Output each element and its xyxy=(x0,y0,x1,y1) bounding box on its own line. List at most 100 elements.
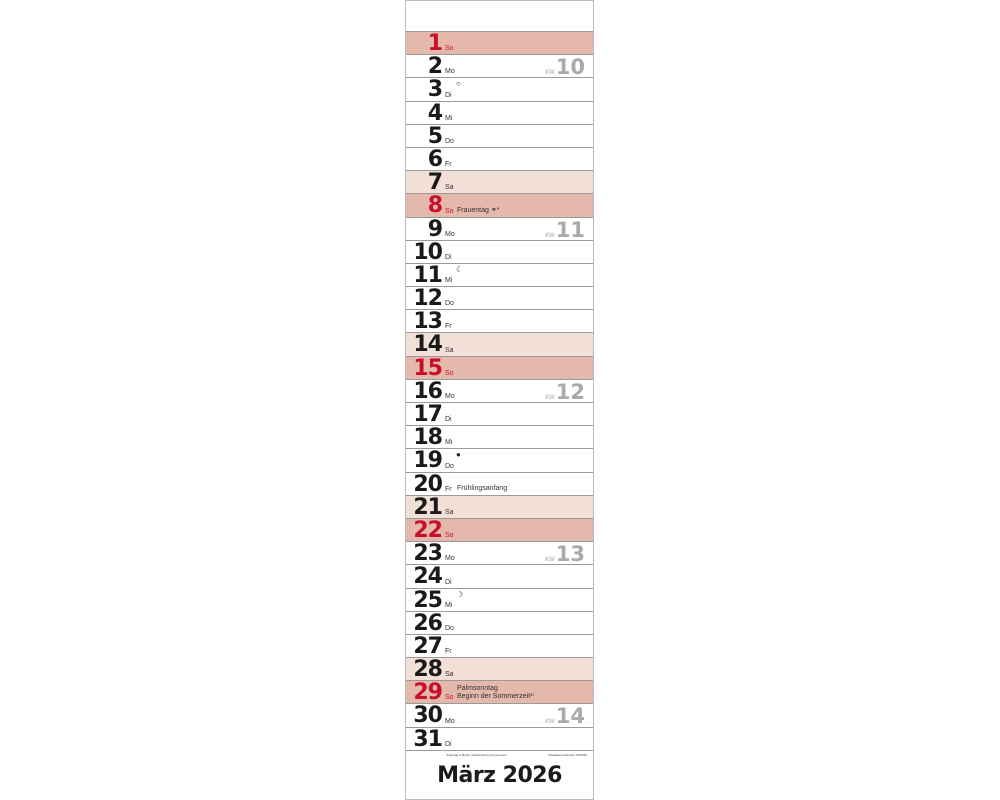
weekday-label: Sa xyxy=(445,346,454,354)
day-number: 10 xyxy=(413,239,443,265)
calendar-header-blank xyxy=(406,1,593,31)
weekday-label: Di xyxy=(445,91,452,99)
day-number: 25 xyxy=(413,587,443,613)
day-number: 11 xyxy=(413,262,443,288)
footnote-holiday: *Feiertag in Berlin, Mecklenburg-Vorpomm… xyxy=(446,752,507,757)
moon-phase-icon: ☾ xyxy=(456,264,464,274)
weekday-label: Mo xyxy=(445,555,455,563)
weekday-label: Di xyxy=(445,416,452,424)
day-row: 15 So xyxy=(406,355,593,381)
day-number: 7 xyxy=(427,170,443,196)
kw-number: 12 xyxy=(555,379,585,404)
moon-phase-icon: ☽ xyxy=(456,589,464,599)
kw-label: KW xyxy=(545,718,555,726)
day-row: 7 Sa xyxy=(406,170,593,196)
weekday-label: Sa xyxy=(445,508,454,516)
weekday-label: Do xyxy=(445,300,454,308)
day-number: 21 xyxy=(413,494,443,520)
day-row: 29 So Palmsonntag Beginn der Sommerzeit¹⁾ xyxy=(406,680,593,706)
kw-label: KW xyxy=(545,69,555,77)
day-number: 2 xyxy=(427,54,443,80)
calendar-week: KW14 xyxy=(545,704,585,728)
day-row: 9 Mo KW11 xyxy=(406,216,593,242)
day-number: 15 xyxy=(413,355,443,381)
day-row: 8 So Frauentag ⚭* xyxy=(406,193,593,219)
day-row: 20 Fr Frühlingsanfang xyxy=(406,471,593,497)
day-number: 1 xyxy=(427,31,443,56)
day-row: 10 Di xyxy=(406,239,593,265)
day-row: 1 So xyxy=(406,31,593,56)
calendar-week: KW12 xyxy=(545,380,585,404)
day-row: 18 Mi xyxy=(406,425,593,451)
day-number: 26 xyxy=(413,610,443,636)
moon-phase-icon: ○ xyxy=(456,79,461,89)
day-row: 3 Di ○ xyxy=(406,77,593,102)
day-row: 25 Mi ☽ xyxy=(406,587,593,613)
calendar-week: KW13 xyxy=(545,542,585,566)
day-number: 5 xyxy=(427,123,443,149)
kw-number: 14 xyxy=(555,704,585,729)
day-number: 13 xyxy=(413,309,443,335)
day-row: 30 Mo KW14 xyxy=(406,703,593,728)
day-row: 5 Do xyxy=(406,123,593,149)
day-number: 18 xyxy=(413,425,443,451)
weekday-label: Sa xyxy=(445,671,454,679)
weekday-label: Fr xyxy=(445,161,452,169)
day-row: 16 Mo KW12 xyxy=(406,378,593,404)
day-list: 1 So 2 Mo KW10 3 Di ○ 4 Mi 5 Do 6 Fr 7 Sa 8 So Frauentag ⚭… xyxy=(406,31,593,752)
weekday-label: Mi xyxy=(445,114,453,122)
month-title: März 2026 xyxy=(437,762,562,788)
weekday-label: Di xyxy=(445,578,452,586)
day-number: 8 xyxy=(427,193,443,219)
day-row: 2 Mo KW10 xyxy=(406,54,593,80)
weekday-label: Do xyxy=(445,462,454,470)
day-number: 6 xyxy=(427,146,443,172)
weekday-label: Fr xyxy=(445,648,452,656)
weekday-label: Mo xyxy=(445,393,455,400)
weekday-label: So xyxy=(445,532,454,540)
weekday-label: Fr xyxy=(445,323,452,331)
kw-number: 10 xyxy=(555,55,585,80)
weekday-label: Mo xyxy=(445,230,455,238)
day-row: 31 Di xyxy=(406,726,593,752)
day-row: 24 Di xyxy=(406,564,593,590)
day-number: 16 xyxy=(413,378,443,404)
calendar-week: KW11 xyxy=(545,218,585,242)
day-number: 31 xyxy=(413,726,443,752)
weekday-label: So xyxy=(445,694,454,702)
day-number: 27 xyxy=(413,633,443,659)
footnote-editorial: ¹⁾Redaktionsschluss: 06/2024 xyxy=(547,752,587,757)
day-number: 14 xyxy=(413,332,443,358)
day-row: 14 Sa xyxy=(406,332,593,358)
day-row: 19 Do ● xyxy=(406,448,593,473)
kw-number: 13 xyxy=(555,542,585,567)
day-row: 23 Mo KW13 xyxy=(406,541,593,567)
day-row: 21 Sa xyxy=(406,494,593,520)
day-row: 22 So xyxy=(406,517,593,543)
weekday-label: Mo xyxy=(445,717,455,725)
day-number: 29 xyxy=(413,680,443,706)
weekday-label: Do xyxy=(445,137,454,145)
weekday-label: So xyxy=(445,369,454,377)
day-row: 26 Do xyxy=(406,610,593,636)
event-label: Palmsonntag Beginn der Sommerzeit¹⁾ xyxy=(457,685,535,701)
weekday-label: Mi xyxy=(445,277,453,285)
day-row: 12 Do xyxy=(406,286,593,311)
event-label: Frühlingsanfang xyxy=(457,484,508,492)
day-number: 22 xyxy=(413,517,443,543)
day-row: 4 Mi xyxy=(406,100,593,126)
weekday-label: Mo xyxy=(445,68,455,76)
day-row: 13 Fr xyxy=(406,309,593,335)
day-row: 27 Fr xyxy=(406,633,593,659)
weekday-label: Fr xyxy=(445,485,452,493)
calendar-page: 1 So 2 Mo KW10 3 Di ○ 4 Mi 5 Do 6 Fr 7 Sa 8 So Frauentag ⚭… xyxy=(405,0,594,800)
kw-label: KW xyxy=(545,393,555,401)
day-number: 17 xyxy=(413,402,443,427)
day-number: 24 xyxy=(413,564,443,590)
day-number: 23 xyxy=(413,541,443,567)
weekday-label: Di xyxy=(445,740,452,748)
kw-number: 11 xyxy=(555,217,585,242)
weekday-label: So xyxy=(445,45,454,53)
calendar-footer: *Feiertag in Berlin, Mecklenburg-Vorpomm… xyxy=(406,749,593,799)
weekday-label: Mi xyxy=(445,601,453,609)
